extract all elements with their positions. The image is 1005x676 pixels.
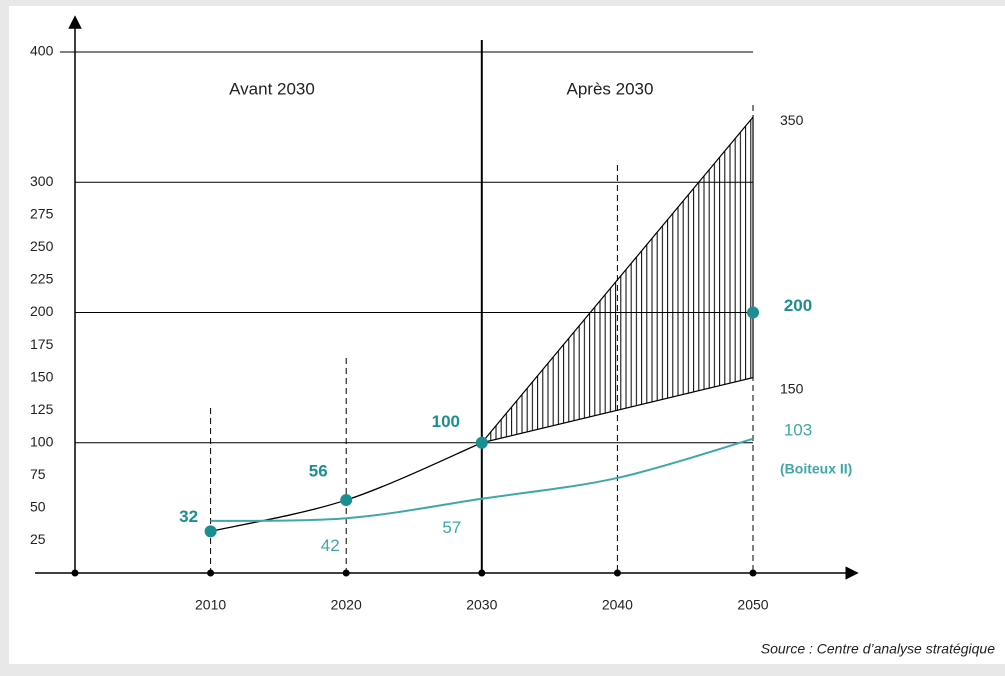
x-tick-label: 2010 xyxy=(195,597,226,613)
x-tick-dot xyxy=(749,569,757,577)
region-label: Après 2030 xyxy=(567,79,654,98)
x-tick-label: 2040 xyxy=(602,597,633,613)
y-tick-label: 50 xyxy=(30,499,46,515)
y-tick-label: 225 xyxy=(30,271,54,287)
band-label: 350 xyxy=(780,112,804,128)
data-label: 100 xyxy=(432,412,460,431)
y-tick-label: 100 xyxy=(30,433,54,449)
x-tick-label: 2020 xyxy=(331,597,362,613)
data-label: 56 xyxy=(309,462,328,481)
point xyxy=(340,494,353,507)
point xyxy=(747,306,759,319)
x-tick-dot xyxy=(207,569,215,577)
y-tick-label: 125 xyxy=(30,401,54,417)
data-label: 200 xyxy=(784,296,812,315)
data-label: 57 xyxy=(442,518,461,537)
band-label: 150 xyxy=(780,380,804,396)
y-tick-label: 175 xyxy=(30,336,54,352)
y-tick-label: 250 xyxy=(30,238,54,254)
y-tick-label: 275 xyxy=(30,206,54,222)
x-tick-dot xyxy=(478,569,486,577)
point xyxy=(475,436,488,449)
point xyxy=(204,525,217,538)
origin-dot xyxy=(71,569,79,577)
region-label: Avant 2030 xyxy=(229,79,315,98)
data-label: 42 xyxy=(321,536,340,555)
y-tick-label: 300 xyxy=(30,173,54,189)
range-band xyxy=(480,115,754,444)
panel xyxy=(9,6,1005,664)
x-tick-label: 2030 xyxy=(466,597,497,613)
y-tick-label: 200 xyxy=(30,303,54,319)
y-tick-label: 25 xyxy=(30,531,46,547)
y-tick-label: 150 xyxy=(30,368,54,384)
x-tick-dot xyxy=(342,569,350,577)
data-label: 103 xyxy=(784,420,812,439)
x-tick-dot xyxy=(613,569,621,577)
source: Source : Centre d’analyse stratégique xyxy=(761,641,995,657)
y-tick-label: 400 xyxy=(30,43,54,59)
y-tick-label: 75 xyxy=(30,466,46,482)
line xyxy=(210,437,754,522)
x-tick-label: 2050 xyxy=(737,597,768,613)
annotation: (Boiteux II) xyxy=(780,461,852,477)
data-label: 32 xyxy=(179,507,198,526)
